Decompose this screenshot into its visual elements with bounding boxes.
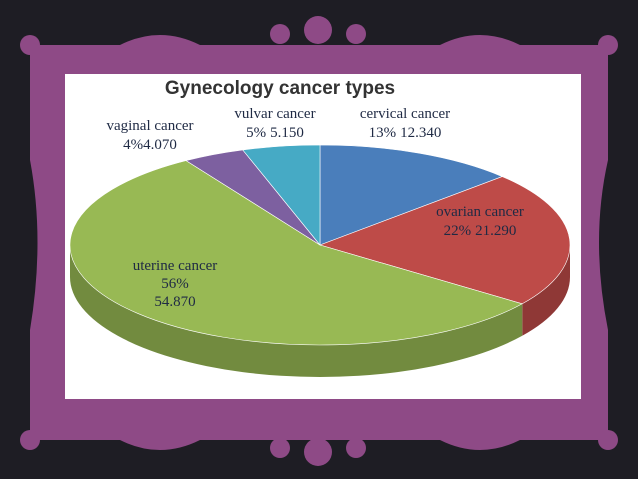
slice-percent: 56% <box>161 276 189 292</box>
slice-name: cervical cancer <box>360 106 450 122</box>
slice-percent: 5% <box>246 125 266 141</box>
slice-name: vulvar cancer <box>234 106 315 122</box>
slice-count: 4.070 <box>143 137 177 153</box>
slice-side <box>70 245 523 378</box>
slice-side <box>522 245 570 336</box>
slice-name: vaginal cancer <box>106 118 193 134</box>
slice-value-line: 22% 21.290 <box>444 223 517 239</box>
slice-value-line: 4%4.070 <box>123 137 177 153</box>
slice <box>242 144 321 246</box>
labels: cervical cancer 13% 12.340 ovarian cancer 22… <box>106 106 523 310</box>
slice-count: 12.340 <box>400 125 441 141</box>
slice-percent: 4% <box>123 137 143 153</box>
slice-count: 21.290 <box>475 223 516 239</box>
chart-title: Gynecology cancer types <box>165 78 395 99</box>
slice-percent: 13% <box>369 125 397 141</box>
slice-count: 54.870 <box>154 294 195 310</box>
pie <box>69 144 571 378</box>
slice <box>319 176 571 305</box>
slice-count: 5.150 <box>270 125 304 141</box>
slice-name: uterine cancer <box>133 258 218 274</box>
slice-value-line: 5% 5.150 <box>246 125 304 141</box>
slice <box>69 160 524 346</box>
slice-percent: 22% <box>444 223 472 239</box>
slice <box>319 144 504 246</box>
slice-name: ovarian cancer <box>436 204 524 220</box>
slice-value-line: 13% 12.340 <box>369 125 442 141</box>
